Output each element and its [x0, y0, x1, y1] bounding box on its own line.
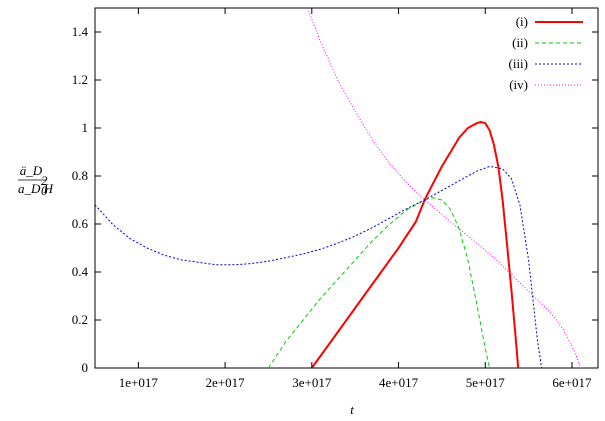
- y-axis-label-numerator: ä_D: [20, 163, 43, 178]
- y-tick-label-6: 1.2: [72, 72, 88, 87]
- y-axis-label: ä_D a_D H 2 0: [18, 163, 54, 198]
- x-tick-label-4: 5e+017: [466, 375, 506, 390]
- plot-frame: [94, 7, 599, 369]
- x-tick-label-0: 1e+017: [119, 375, 159, 390]
- series-layer: [95, 8, 582, 368]
- y-axis-label-denominator-base: a_D H: [18, 181, 54, 196]
- y-tick-label-3: 0.6: [72, 216, 89, 231]
- y-tick-label-2: 0.4: [72, 264, 89, 279]
- y-tick-label-5: 1: [82, 120, 89, 135]
- y-tick-label-0: 0: [82, 360, 89, 375]
- legend-label-4: (iv): [509, 77, 528, 92]
- series-line-3: [95, 165, 543, 368]
- x-tick-label-3: 4e+017: [379, 375, 419, 390]
- y-tick-label-1: 0.2: [72, 312, 88, 327]
- series-line-4: [307, 8, 582, 368]
- tick-layer: 1e+017 2e+017 3e+017 4e+017 5e+017 6e+017 0 0.2…: [72, 8, 598, 390]
- legend-label-3: (iii): [509, 56, 529, 71]
- y-tick-label-7: 1.4: [72, 24, 89, 39]
- series-line-1: [310, 120, 520, 368]
- x-axis-label: t: [350, 402, 354, 417]
- y-axis-label-sub: 0: [41, 183, 48, 198]
- legend-label-2: (ii): [512, 35, 528, 50]
- legend-label-1: (i): [516, 14, 528, 29]
- y-axis-label-sup: 2: [41, 173, 48, 188]
- plot-border: [94, 7, 599, 369]
- x-tick-label-1: 2e+017: [206, 375, 246, 390]
- y-axis-label-denominator: a_D H: [18, 181, 54, 196]
- legend: (i) (ii) (iii) (iv): [509, 14, 583, 92]
- x-tick-label-5: 6e+017: [552, 375, 592, 390]
- y-tick-label-4: 0.8: [72, 168, 88, 183]
- x-tick-label-2: 3e+017: [292, 375, 332, 390]
- series-line-2: [267, 197, 491, 368]
